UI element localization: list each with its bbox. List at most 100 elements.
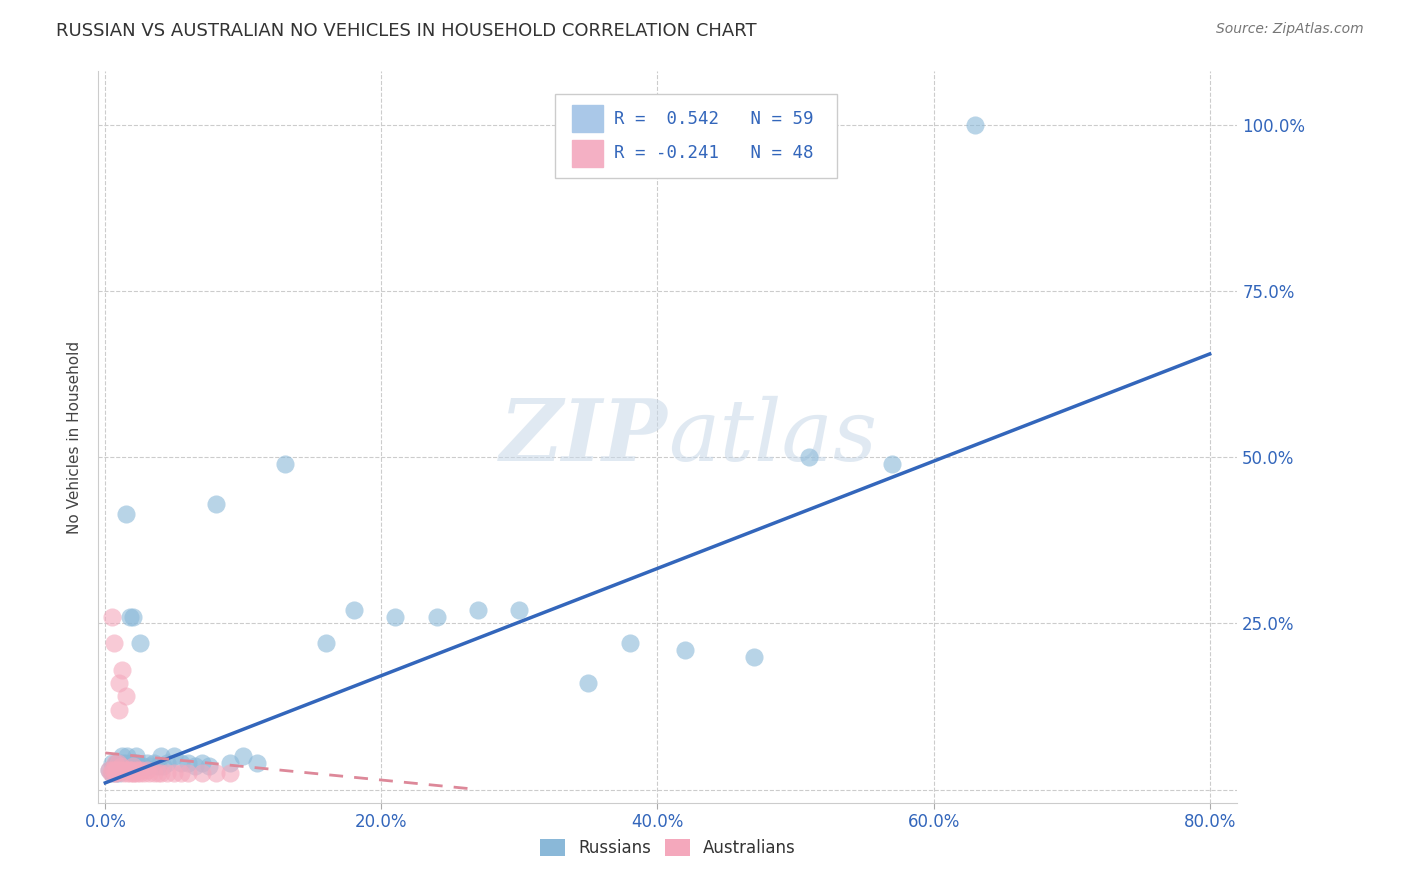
- Text: RUSSIAN VS AUSTRALIAN NO VEHICLES IN HOUSEHOLD CORRELATION CHART: RUSSIAN VS AUSTRALIAN NO VEHICLES IN HOU…: [56, 22, 756, 40]
- Point: [142, 765, 165, 780]
- Point: [108, 763, 131, 777]
- Point: [149, 749, 172, 764]
- Point: [129, 763, 152, 777]
- Point: [121, 756, 143, 770]
- Point: [963, 118, 986, 132]
- Point: [152, 759, 174, 773]
- Point: [343, 603, 366, 617]
- Point: [118, 763, 141, 777]
- Point: [105, 765, 128, 780]
- Point: [101, 609, 124, 624]
- Point: [799, 450, 821, 464]
- Point: [105, 765, 128, 780]
- Point: [191, 756, 214, 770]
- Point: [184, 759, 207, 773]
- Point: [125, 756, 148, 770]
- Point: [138, 759, 160, 773]
- Point: [124, 765, 146, 780]
- Point: [156, 765, 179, 780]
- Point: [105, 763, 128, 777]
- Point: [115, 763, 138, 777]
- Text: R = -0.241   N = 48: R = -0.241 N = 48: [614, 145, 814, 162]
- Point: [101, 765, 124, 780]
- Point: [125, 765, 148, 780]
- Point: [108, 765, 131, 780]
- Point: [315, 636, 337, 650]
- Point: [122, 759, 145, 773]
- Point: [121, 763, 143, 777]
- Point: [232, 749, 254, 764]
- Point: [146, 765, 169, 780]
- Point: [98, 763, 121, 777]
- Point: [111, 763, 134, 777]
- Point: [218, 756, 240, 770]
- Point: [138, 765, 160, 780]
- Point: [120, 765, 142, 780]
- Point: [673, 643, 696, 657]
- Point: [112, 756, 135, 770]
- Point: [170, 756, 193, 770]
- Point: [107, 756, 129, 770]
- Point: [108, 676, 131, 690]
- Text: ZIP: ZIP: [501, 395, 668, 479]
- Point: [156, 756, 179, 770]
- Point: [108, 703, 131, 717]
- Point: [107, 759, 129, 773]
- Point: [108, 756, 131, 770]
- Point: [117, 765, 139, 780]
- Point: [128, 636, 150, 650]
- Point: [104, 763, 127, 777]
- Point: [117, 749, 139, 764]
- Point: [882, 457, 904, 471]
- Point: [467, 603, 489, 617]
- Text: Source: ZipAtlas.com: Source: ZipAtlas.com: [1216, 22, 1364, 37]
- Point: [122, 609, 145, 624]
- Point: [114, 763, 136, 777]
- Y-axis label: No Vehicles in Household: No Vehicles in Household: [67, 341, 83, 533]
- Point: [120, 609, 142, 624]
- Point: [127, 763, 149, 777]
- Point: [384, 609, 406, 624]
- Point: [125, 763, 148, 777]
- Point: [142, 756, 165, 770]
- Point: [101, 763, 124, 777]
- Point: [508, 603, 530, 617]
- Point: [111, 763, 134, 777]
- Point: [104, 756, 127, 770]
- Point: [163, 765, 186, 780]
- Point: [274, 457, 297, 471]
- Point: [120, 759, 142, 773]
- Point: [114, 759, 136, 773]
- Point: [98, 763, 121, 777]
- Point: [100, 765, 122, 780]
- Point: [146, 759, 169, 773]
- Point: [619, 636, 641, 650]
- Point: [115, 690, 138, 704]
- Point: [103, 763, 125, 777]
- Text: atlas: atlas: [668, 396, 877, 478]
- Point: [107, 763, 129, 777]
- Point: [246, 756, 269, 770]
- Point: [131, 759, 153, 773]
- Point: [115, 756, 138, 770]
- Point: [135, 756, 157, 770]
- Text: R =  0.542   N = 59: R = 0.542 N = 59: [614, 110, 814, 128]
- Point: [177, 765, 200, 780]
- Point: [122, 759, 145, 773]
- Point: [105, 756, 128, 770]
- Point: [191, 765, 214, 780]
- Point: [426, 609, 449, 624]
- Point: [104, 765, 127, 780]
- Point: [204, 497, 226, 511]
- Point: [198, 759, 221, 773]
- Point: [103, 759, 125, 773]
- Point: [118, 763, 141, 777]
- Point: [111, 749, 134, 764]
- Point: [218, 765, 240, 780]
- Point: [578, 676, 600, 690]
- Point: [742, 649, 765, 664]
- Point: [120, 763, 142, 777]
- Point: [112, 765, 135, 780]
- Legend: Russians, Australians: Russians, Australians: [533, 832, 803, 864]
- Point: [132, 765, 155, 780]
